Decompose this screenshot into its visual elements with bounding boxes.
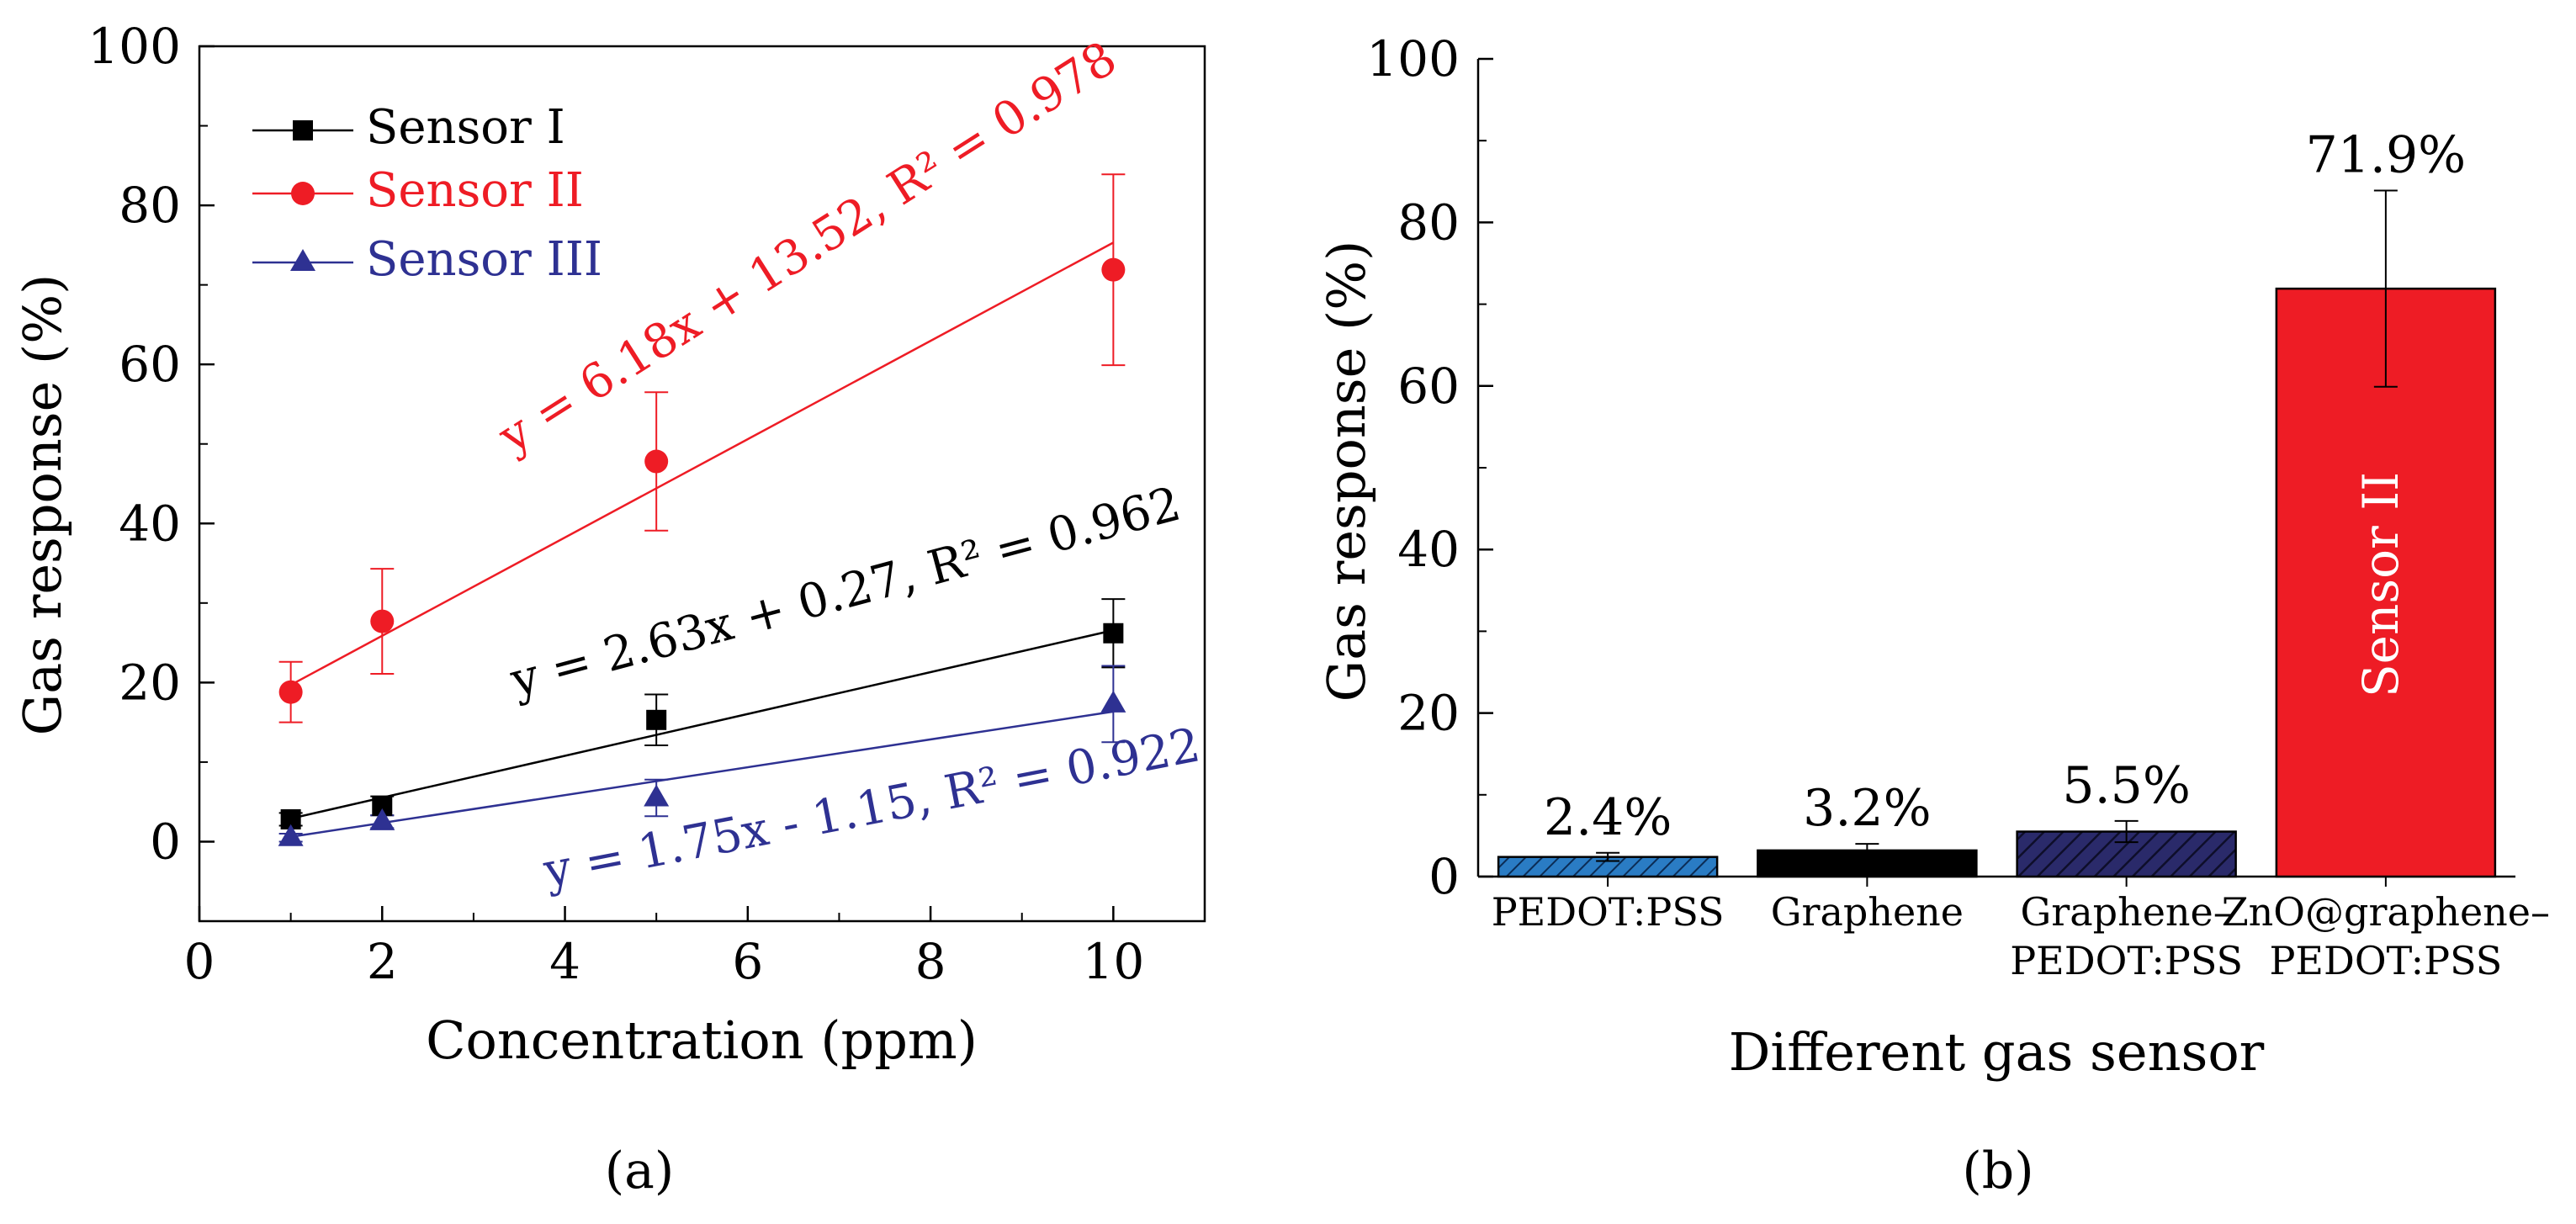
category-label-b: PEDOT:PSS [2269,938,2502,983]
legend-entry-sensor-iii: Sensor III [252,232,602,287]
fit-label-sensor-iii: y = 1.75x - 1.15, R² = 0.922 [538,718,1205,898]
data-point-circle [644,449,669,474]
y-tick-label-b: 40 [1397,521,1460,578]
panel-b: 0 20 40 60 80 100 2.4% 3.2% 5.5% 71.9% PEDOT:PSS… [1316,30,2550,1200]
y-tick-label-b: 100 [1366,30,1460,87]
y-tick-label-b: 0 [1428,848,1460,905]
data-labels-b: 2.4% 3.2% 5.5% 71.9% [1544,125,2466,846]
legend-entry-sensor-i: Sensor I [252,100,565,155]
plot-frame-a [198,45,1206,923]
x-tick-label-a: 10 [1082,933,1144,990]
data-point-triangle [1100,690,1126,713]
fit-line-sensor-iii [290,710,1114,839]
panel-label-b: (b) [1962,1142,2033,1200]
data-label-b: 71.9% [2306,125,2467,184]
legend-a: Sensor I Sensor II Sensor III [252,100,602,287]
category-labels-b: PEDOT:PSS Graphene Graphene–PEDOT:PSSZnO@g… [1492,877,2550,983]
x-tick-label-a: 6 [732,933,763,990]
y-tick-label-a: 100 [87,18,181,75]
category-label-b: Graphene [1771,889,1964,935]
data-points-a [278,257,1126,846]
y-tick-label-a: 0 [150,813,181,870]
y-axis-label-b: Gas response (%) [1316,241,1377,702]
data-point-triangle [644,784,670,807]
fit-label-sensor-i: y = 2.63x + 0.27, R² = 0.962 [504,477,1186,708]
fit-line-sensor-i [290,629,1114,820]
fit-line-sensor-ii [290,241,1114,686]
legend-label-sensor-iii: Sensor III [366,232,602,287]
data-point-circle [370,609,395,633]
data-label-b: 2.4% [1544,788,1672,847]
bar-inner-label-sensor-ii: Sensor II [2352,472,2409,697]
data-label-b: 5.5% [2062,756,2190,815]
x-axis-label-a: Concentration (ppm) [426,1009,978,1071]
legend-marker-square [293,120,313,140]
data-point-square [1103,623,1124,644]
panel-label-a: (a) [605,1142,675,1200]
category-label-b: Graphene– [2020,889,2232,935]
x-tick-label-a: 8 [915,933,946,990]
bars-b [1497,287,2497,878]
axis-ticks-b: 0 20 40 60 80 100 [1366,30,1493,905]
data-point-circle [278,680,303,704]
x-axis-label-b: Different gas sensor [1729,1021,2265,1083]
y-tick-label-a: 40 [119,495,181,552]
legend-marker-circle [291,182,315,205]
y-axis-label-a: Gas response (%) [12,274,73,736]
category-label-b: ZnO@graphene– [2222,889,2550,935]
y-tick-label-a: 60 [119,336,181,393]
y-tick-label-a: 80 [119,177,181,234]
y-tick-label-b: 20 [1397,685,1460,742]
x-tick-label-a: 2 [367,933,398,990]
legend-label-sensor-ii: Sensor II [366,163,584,218]
y-tick-label-a: 20 [119,654,181,711]
legend-marker-triangle [290,249,315,271]
category-label-b: PEDOT:PSS [2010,938,2243,983]
data-point-triangle [369,808,395,830]
y-tick-label-b: 60 [1397,358,1460,415]
data-point-square [646,709,667,730]
error-bars-b [1596,189,2398,862]
x-tick-label-a: 4 [549,933,580,990]
x-tick-label-a: 0 [184,933,215,990]
data-label-b: 3.2% [1803,779,1931,838]
legend-label-sensor-i: Sensor I [366,100,565,155]
category-label-b: PEDOT:PSS [1492,889,1725,935]
data-point-circle [1101,257,1126,282]
data-point-triangle [278,824,304,846]
legend-entry-sensor-ii: Sensor II [252,163,584,218]
fit-lines-a [290,241,1114,839]
y-tick-label-b: 80 [1397,193,1460,251]
